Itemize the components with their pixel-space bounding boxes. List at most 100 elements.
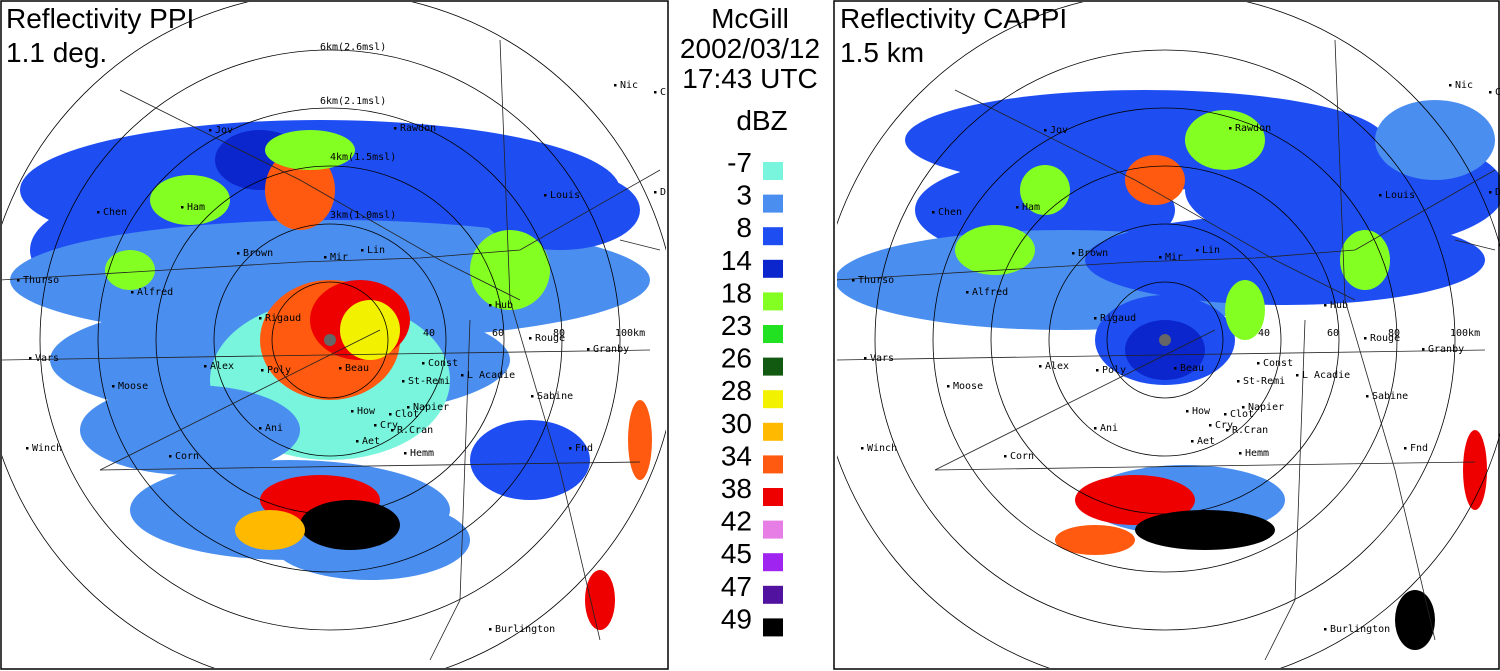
place-dot	[1449, 84, 1452, 87]
place-label: Louis	[1385, 190, 1415, 201]
map-line	[619, 239, 661, 251]
place-dot	[1237, 380, 1240, 383]
place-label: Rawdon	[400, 123, 436, 134]
place-dot	[1242, 406, 1245, 409]
map-line	[2, 169, 661, 281]
place-dot	[569, 447, 572, 450]
place-dot	[394, 127, 397, 130]
panel-frame	[833, 0, 1500, 670]
place-dot	[1324, 304, 1327, 307]
place-label: Lin	[1202, 245, 1220, 256]
place-label: Sabine	[1372, 391, 1408, 402]
range-ring	[932, 107, 1398, 573]
range-ring	[990, 165, 1340, 515]
place-dot	[1229, 127, 1232, 130]
place-label: Vars	[35, 353, 59, 364]
place-dot	[1186, 410, 1189, 413]
place-dot	[1296, 374, 1299, 377]
place-label: Vars	[870, 353, 894, 364]
place-dot	[29, 357, 32, 360]
range-label: 80	[1388, 328, 1400, 339]
legend-swatch	[763, 259, 783, 278]
radar-echo	[1020, 165, 1070, 215]
range-ring	[97, 107, 563, 573]
map-line	[119, 89, 521, 301]
map-line	[1334, 39, 1436, 641]
legend-label: 30	[721, 408, 752, 439]
radar-echo	[265, 150, 335, 230]
place-label: How	[357, 406, 376, 417]
place-dot	[531, 395, 534, 398]
place-dot	[169, 455, 172, 458]
panel-subtitle: 1.1 deg.	[6, 37, 107, 68]
place-label: Co	[1495, 87, 1500, 98]
time: 17:43 UTC	[682, 63, 817, 94]
place-label: Const	[428, 358, 458, 369]
place-label: Brown	[1078, 248, 1108, 259]
place-label: Chen	[103, 207, 127, 218]
legend-swatch	[763, 194, 783, 213]
place-label: Rouge	[1370, 333, 1400, 344]
radar-echo	[1055, 525, 1135, 555]
place-label: Sabine	[537, 391, 573, 402]
radar-echo	[1125, 155, 1185, 205]
unit: dBZ	[736, 105, 787, 136]
legend-label: 47	[721, 571, 752, 602]
place-dot	[361, 249, 364, 252]
legend-label: 38	[721, 473, 752, 504]
place-label: Nic	[620, 80, 638, 91]
place-label: Lin	[367, 245, 385, 256]
place-label: Aet	[1197, 436, 1215, 447]
panel-title: Reflectivity CAPPI	[840, 3, 1067, 34]
map-line	[934, 329, 1216, 471]
range-label: 60	[492, 328, 504, 339]
legend-swatch	[763, 390, 783, 409]
map-line	[837, 349, 1486, 361]
legend-swatch	[763, 455, 783, 474]
map-line	[934, 461, 1476, 471]
place-label: Beau	[1180, 363, 1204, 374]
legend-label: 3	[736, 180, 752, 211]
date: 2002/03/12	[680, 33, 820, 64]
place-dot	[389, 413, 392, 416]
height-label: 3km(1.0msl)	[330, 210, 396, 221]
place-dot	[461, 374, 464, 377]
place-dot	[351, 410, 354, 413]
radar-echo	[340, 300, 400, 360]
radar-echo	[150, 175, 230, 225]
legend-label: -7	[727, 147, 752, 178]
place-dot	[261, 369, 264, 372]
place-label: Ani	[265, 423, 283, 434]
height-label: 6km(2.6msl)	[320, 42, 386, 53]
place-dot	[947, 385, 950, 388]
place-label: Co	[660, 87, 672, 98]
place-dot	[391, 429, 394, 432]
range-label: 100km	[615, 328, 645, 339]
legend-swatch	[763, 520, 783, 539]
map-line	[1454, 239, 1496, 251]
place-dot	[587, 348, 590, 351]
place-label: Poly	[267, 365, 291, 376]
place-dot	[489, 304, 492, 307]
place-label: How	[1192, 406, 1211, 417]
place-dot	[1096, 369, 1099, 372]
radar-echo	[470, 230, 550, 310]
map-line	[954, 89, 1356, 301]
place-label: R.Cran	[1232, 425, 1268, 436]
place-label: Alfred	[972, 287, 1008, 298]
place-dot	[1072, 252, 1075, 255]
map-line	[99, 461, 641, 471]
radar-site	[1159, 334, 1171, 346]
radar-echo	[265, 130, 355, 170]
place-dot	[1489, 91, 1492, 94]
place-dot	[1039, 365, 1042, 368]
map-line	[837, 169, 1496, 281]
place-label: L Acadie	[1302, 370, 1350, 381]
place-label: Brown	[243, 248, 273, 259]
panel-subtitle: 1.5 km	[840, 37, 924, 68]
range-label: 60	[1327, 328, 1339, 339]
radar-echo	[105, 250, 155, 290]
radar-echo	[1375, 100, 1495, 180]
